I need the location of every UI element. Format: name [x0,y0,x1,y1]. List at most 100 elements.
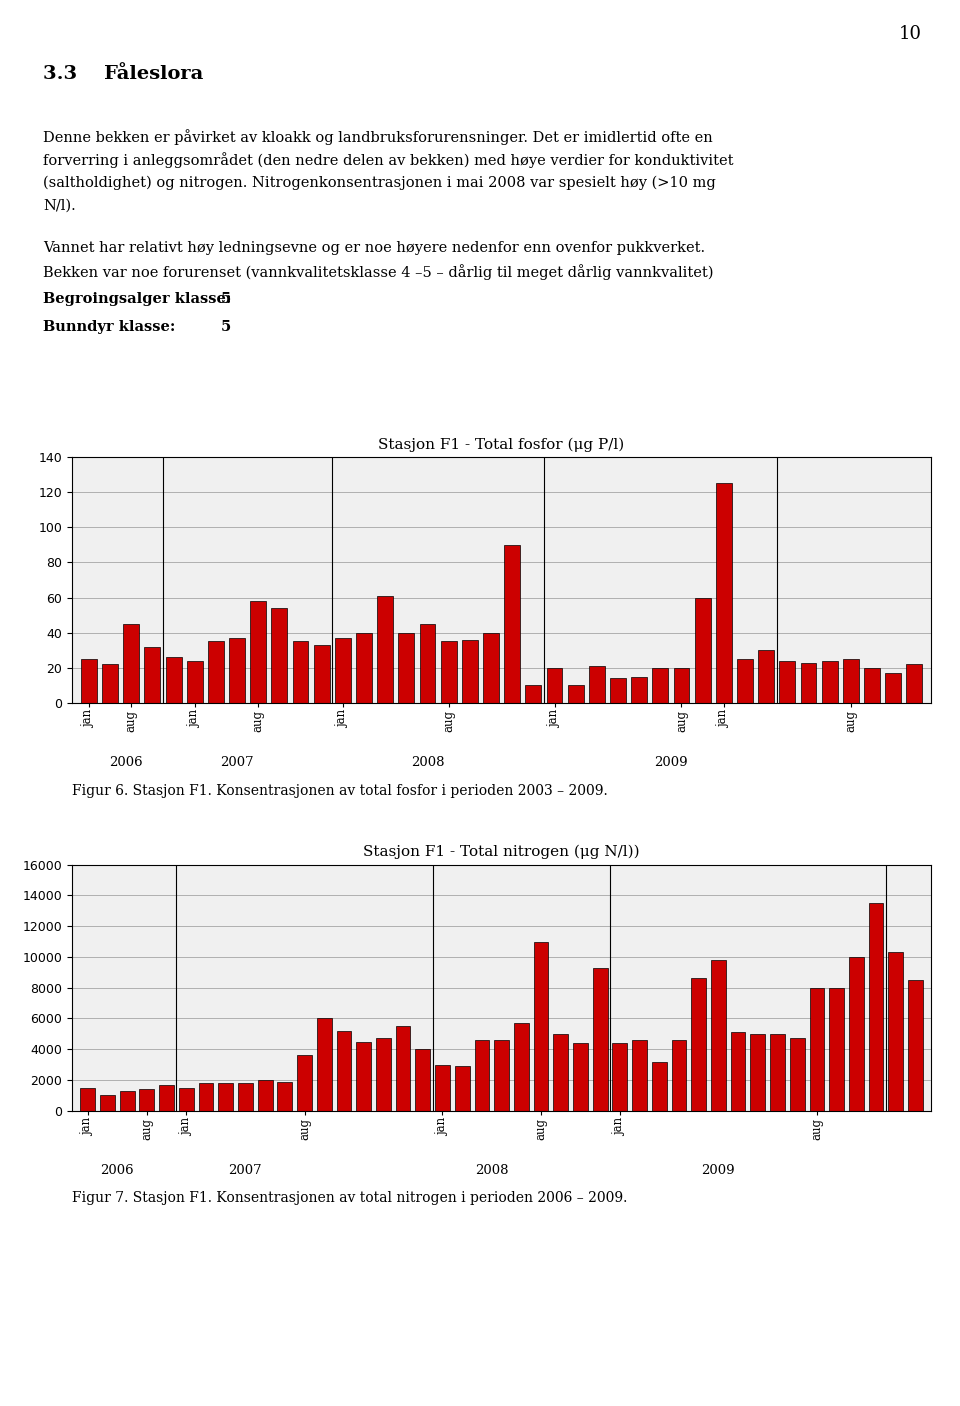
Bar [474,1040,490,1111]
Bar [159,1084,174,1111]
Bar [337,1031,351,1111]
Bar [691,979,706,1111]
Text: 2007: 2007 [220,756,253,769]
Bar [494,1040,509,1111]
Text: N/l).: N/l). [43,198,76,212]
Bar [534,942,548,1111]
Text: 2009: 2009 [702,1164,735,1177]
Bar [455,1066,469,1111]
Bar [166,657,181,703]
Text: Figur 6. Stasjon F1. Konsentrasjonen av total fosfor i perioden 2003 – 2009.: Figur 6. Stasjon F1. Konsentrasjonen av … [72,783,608,797]
Bar [885,673,901,703]
Text: Bekken var noe forurenset (vannkvalitetsklasse 4 –5 – dårlig til meget dårlig va: Bekken var noe forurenset (vannkvalitets… [43,264,713,280]
Bar [716,484,732,703]
Bar [822,661,837,703]
Bar [441,641,457,703]
Bar [81,659,97,703]
Bar [546,668,563,703]
Bar [751,1033,765,1111]
Bar [139,1090,155,1111]
Bar [652,1062,666,1111]
Bar [711,960,726,1111]
Bar [376,1039,391,1111]
Bar [179,1088,194,1111]
Text: 10: 10 [899,25,922,44]
Bar [483,633,499,703]
Bar [869,903,883,1111]
Bar [335,638,350,703]
Bar [504,544,520,703]
Bar [100,1095,115,1111]
Bar [843,659,858,703]
Bar [187,661,203,703]
Bar [298,1056,312,1111]
Bar [790,1039,804,1111]
Text: forverring i anleggsområdet (den nedre delen av bekken) med høye verdier for kon: forverring i anleggsområdet (den nedre d… [43,152,733,169]
Text: 2007: 2007 [228,1164,262,1177]
Bar [81,1088,95,1111]
Bar [573,1043,588,1111]
Bar [314,645,329,703]
Title: Stasjon F1 - Total fosfor (μg P/l): Stasjon F1 - Total fosfor (μg P/l) [378,437,625,451]
Bar [588,666,605,703]
Bar [801,662,816,703]
Bar [888,952,903,1111]
Bar [257,1080,273,1111]
Bar [356,1042,372,1111]
Text: Vannet har relativt høy ledningsevne og er noe høyere nedenfor enn ovenfor pukkv: Vannet har relativt høy ledningsevne og … [43,240,706,254]
Bar [356,633,372,703]
Bar [695,598,710,703]
Bar [908,980,923,1111]
Bar [610,678,626,703]
Text: 2008: 2008 [475,1164,509,1177]
Bar [829,987,844,1111]
Text: 2006: 2006 [109,756,143,769]
Bar [123,624,139,703]
Bar [435,1064,450,1111]
Bar [218,1083,233,1111]
Bar [272,607,287,703]
Bar [731,1032,746,1111]
Bar [199,1083,213,1111]
Bar [849,957,864,1111]
Bar [780,661,795,703]
Bar [208,641,224,703]
Bar [277,1081,292,1111]
Bar [674,668,689,703]
Bar [514,1024,529,1111]
Bar [737,659,753,703]
Text: Denne bekken er påvirket av kloakk og landbruksforurensninger. Det er imidlertid: Denne bekken er påvirket av kloakk og la… [43,129,713,145]
Text: Figur 7. Stasjon F1. Konsentrasjonen av total nitrogen i perioden 2006 – 2009.: Figur 7. Stasjon F1. Konsentrasjonen av … [72,1191,628,1205]
Bar [420,624,436,703]
Bar [632,676,647,703]
Bar [809,987,825,1111]
Text: 2009: 2009 [654,756,687,769]
Bar [672,1040,686,1111]
Bar [906,665,923,703]
Bar [553,1033,568,1111]
Bar [632,1040,647,1111]
Bar [567,685,584,703]
Title: Stasjon F1 - Total nitrogen (μg N/l)): Stasjon F1 - Total nitrogen (μg N/l)) [363,845,640,859]
Bar [416,1049,430,1111]
Bar [120,1091,134,1111]
Bar [251,600,266,703]
Bar [653,668,668,703]
Bar [377,596,394,703]
Text: Bunndyr klasse:: Bunndyr klasse: [43,319,176,333]
Bar [317,1018,331,1111]
Text: 2006: 2006 [101,1164,134,1177]
Bar [864,668,880,703]
Bar [229,638,245,703]
Text: 5: 5 [221,291,231,305]
Bar [592,967,608,1111]
Bar [145,647,160,703]
Bar [238,1083,252,1111]
Bar [102,665,118,703]
Text: (saltholdighet) og nitrogen. Nitrogenkonsentrasjonen i mai 2008 var spesielt høy: (saltholdighet) og nitrogen. Nitrogenkon… [43,176,716,190]
Bar [525,685,541,703]
Bar [396,1026,411,1111]
Bar [612,1043,627,1111]
Bar [462,640,478,703]
Bar [293,641,308,703]
